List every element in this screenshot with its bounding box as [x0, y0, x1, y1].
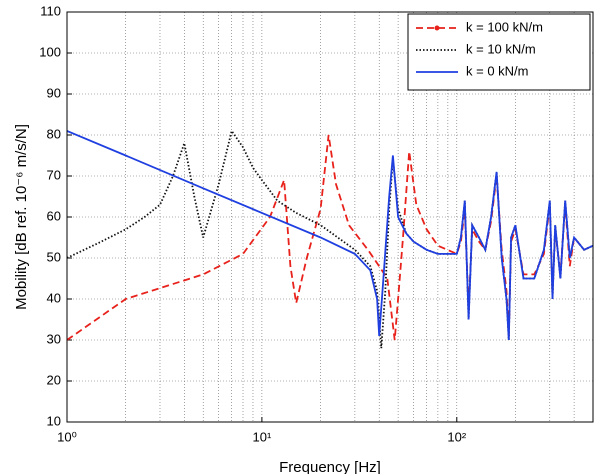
y-tick-label: 20	[47, 372, 61, 387]
legend-label: k = 10 kN/m	[466, 41, 536, 56]
y-tick-label: 10	[47, 413, 61, 428]
x-tick-label: 10¹	[252, 429, 271, 444]
y-tick-label: 50	[47, 249, 61, 264]
x-tick-label: 10⁰	[57, 429, 77, 444]
series-line	[66, 134, 594, 341]
series-line	[66, 130, 594, 341]
grid	[66, 11, 593, 423]
lines	[66, 128, 594, 349]
y-tick-label: 100	[39, 44, 61, 59]
legend-box	[407, 13, 591, 91]
y-tick-label: 90	[47, 85, 61, 100]
y-tick-label: 60	[47, 208, 61, 223]
legend-label: k = 100 kN/m	[466, 19, 543, 34]
y-tick-label: 80	[47, 126, 61, 141]
y-tick-label: 70	[47, 167, 61, 182]
plot-frame	[66, 11, 594, 423]
legend-marker	[434, 25, 440, 31]
x-axis-label: Frequency [Hz]	[279, 459, 381, 474]
x-tick-label: 10²	[447, 429, 466, 444]
legend: k = 100 kN/m k = 10 kN/m k = 0 kN/m	[407, 13, 591, 91]
y-tick-label: 40	[47, 290, 61, 305]
y-tick-label: 30	[47, 331, 61, 346]
y-tick-label: 110	[40, 3, 61, 18]
y-axis-label: Mobility [dB ref. 10⁻⁶ m/s/N]	[13, 124, 30, 310]
legend-label: k = 0 kN/m	[466, 63, 529, 78]
